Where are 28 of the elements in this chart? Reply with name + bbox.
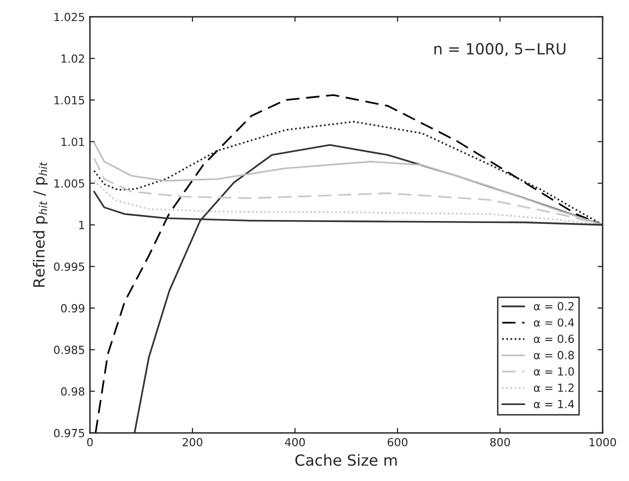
y-tick-label: 1.01 bbox=[62, 138, 84, 146]
x-tick-label: 800 bbox=[490, 438, 510, 446]
y-axis-title: Refined p$_{hit}$ / p$_{hit}$ bbox=[32, 162, 48, 287]
y-tick-label: 1.025 bbox=[54, 12, 84, 22]
y-tick-label: 0.995 bbox=[54, 262, 84, 271]
legend-label: α = 0.2 bbox=[534, 302, 574, 310]
x-axis-title: Cache Size m bbox=[295, 454, 397, 466]
legend-label: α = 1.4 bbox=[534, 400, 574, 408]
x-tick-label: 0 bbox=[87, 438, 93, 446]
x-tick-label: 400 bbox=[284, 438, 305, 446]
line-series bbox=[94, 94, 603, 433]
x-tick-label: 600 bbox=[388, 438, 408, 446]
y-tick-label: 0.985 bbox=[54, 346, 84, 354]
legend-label: α = 0.6 bbox=[534, 334, 574, 344]
y-tick-label: 1.005 bbox=[54, 179, 84, 188]
legend-label: α = 0.4 bbox=[534, 318, 574, 327]
y-tick-label: 1.02 bbox=[62, 54, 84, 63]
y-tick-label: 0.98 bbox=[61, 387, 84, 396]
legend-label: α = 1.0 bbox=[534, 367, 574, 376]
legend-label: α = 0.8 bbox=[534, 350, 574, 360]
y-tick-label: 0.99 bbox=[61, 304, 84, 312]
x-tick-label: 200 bbox=[182, 438, 202, 446]
y-tick-label: 1 bbox=[79, 220, 84, 230]
y-tick-label: 1.015 bbox=[54, 96, 84, 104]
legend-label: α = 1.2 bbox=[534, 384, 574, 392]
annotation: n = 1000, 5−LRU bbox=[434, 42, 566, 56]
y-tick-label: 0.975 bbox=[54, 428, 84, 438]
x-tick-label: 1000 bbox=[590, 438, 616, 446]
